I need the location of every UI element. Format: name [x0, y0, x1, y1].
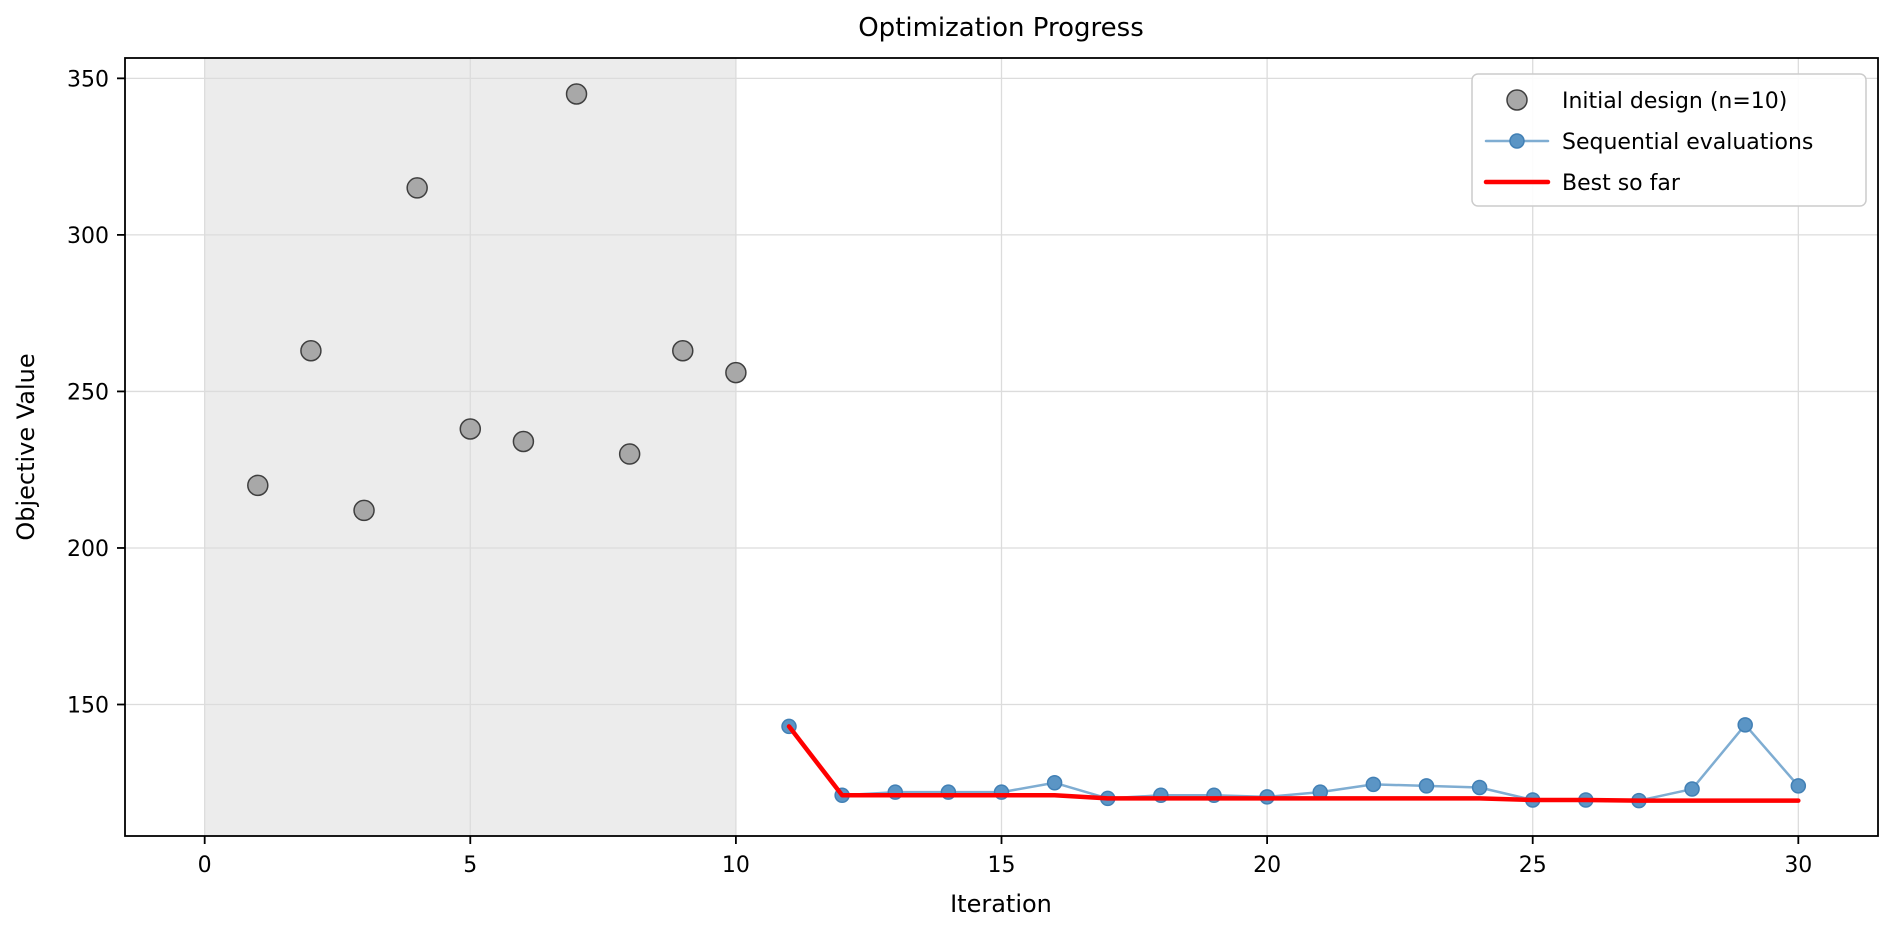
- legend-item: Best so far: [1483, 171, 1681, 196]
- sequential-evaluation-point: [1046, 775, 1063, 791]
- initial-design-point: [300, 339, 322, 362]
- sequential-evaluation-point: [1418, 778, 1435, 794]
- y-axis-tick-label: 150: [67, 694, 109, 719]
- x-axis-tick-label: 30: [1784, 853, 1812, 878]
- x-axis-label: Iteration: [950, 890, 1052, 918]
- grid-lines-layer: [125, 58, 1878, 836]
- x-axis-tick-label: 20: [1253, 853, 1281, 878]
- y-axis-tick-label: 350: [67, 67, 109, 92]
- legend-item: Sequential evaluations: [1484, 130, 1813, 155]
- sequential-evaluation-point: [1471, 779, 1488, 796]
- initial-design-point: [459, 418, 482, 440]
- legend-label: Best so far: [1562, 171, 1681, 196]
- best-so-far-line: [786, 724, 1801, 803]
- sequential-evaluation-point: [1365, 776, 1382, 793]
- y-axis-tick-label: 250: [67, 380, 109, 405]
- axis-ticks-layer: 0 5 10 15 20 25 30 150 200 250 300 350: [67, 67, 1812, 878]
- legend-layer: Initial design (n=10) Sequential evaluati…: [1471, 73, 1867, 207]
- initial-design-point: [672, 339, 694, 362]
- legend-label: Initial design (n=10): [1562, 89, 1787, 114]
- chart-title: Optimization Progress: [858, 13, 1144, 43]
- x-axis-tick-label: 0: [198, 853, 212, 878]
- initial-design-point: [247, 474, 269, 497]
- initial-design-point: [565, 83, 588, 105]
- initial-design-point: [353, 499, 375, 522]
- y-axis-label: Objective Value: [12, 353, 40, 540]
- initial-design-point: [618, 443, 641, 465]
- x-axis-tick-label: 5: [463, 853, 477, 878]
- legend-item: Initial design (n=10): [1506, 89, 1787, 114]
- y-axis-tick-label: 200: [67, 537, 109, 562]
- series-initial-design-n-10-: [247, 83, 747, 522]
- series-best-so-far: [786, 724, 1801, 803]
- sequential-evaluation-point: [1684, 781, 1700, 797]
- legend-box: [1471, 73, 1867, 207]
- legend-label: Sequential evaluations: [1562, 130, 1813, 155]
- y-axis-tick-label: 300: [67, 224, 109, 249]
- initial-design-point: [406, 177, 428, 199]
- data-series-layer: [247, 83, 1807, 809]
- x-axis-tick-label: 25: [1519, 853, 1547, 878]
- legend-marker-sample: [1506, 89, 1528, 111]
- sequential-evaluations-line: [787, 723, 1800, 802]
- legend-marker-sample: [1509, 133, 1525, 149]
- initial-design-point: [512, 430, 535, 453]
- initial-design-point: [725, 361, 747, 384]
- sequential-evaluation-point: [1790, 778, 1807, 794]
- x-axis-tick-label: 15: [988, 853, 1016, 878]
- sequential-evaluation-point: [1737, 717, 1753, 733]
- x-axis-tick-label: 10: [722, 853, 750, 878]
